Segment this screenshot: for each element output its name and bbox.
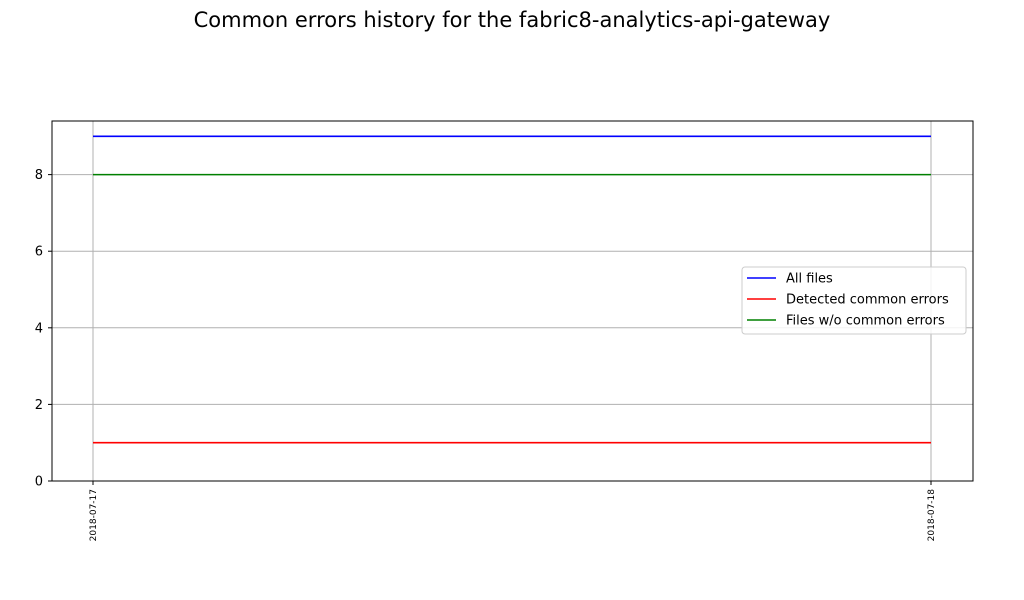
legend-label: Detected common errors xyxy=(786,293,949,308)
y-tick-label: 2 xyxy=(35,398,43,413)
y-tick-label: 8 xyxy=(35,168,43,183)
legend-box xyxy=(741,266,967,335)
legend-label: Files w/o common errors xyxy=(786,314,945,329)
chart-title: Common errors history for the fabric8-an… xyxy=(193,8,831,32)
series-lines xyxy=(93,135,931,444)
y-axis: 0 2 4 6 8 xyxy=(35,168,52,490)
plot-area-frame xyxy=(51,120,974,482)
legend: All files Detected common errors Files w/o… xyxy=(741,266,967,335)
x-tick-label: 2018-07-17 xyxy=(89,489,99,541)
y-tick-label: 0 xyxy=(35,475,43,490)
x-axis: 2018-07-17 2018-07-18 xyxy=(89,481,937,541)
y-tick-label: 6 xyxy=(35,245,43,260)
y-tick-label: 4 xyxy=(35,321,43,336)
legend-label: All files xyxy=(786,272,833,287)
x-tick-label: 2018-07-18 xyxy=(927,489,937,542)
